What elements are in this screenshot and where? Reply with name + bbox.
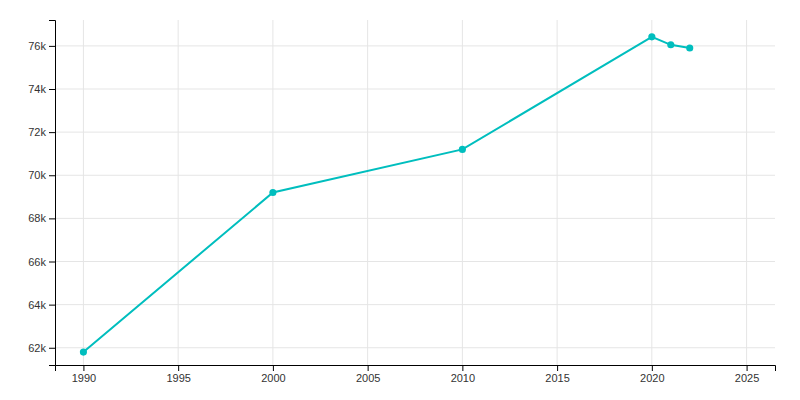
x-axis-tick-label: 2010: [451, 372, 475, 384]
grid-line-x: [178, 20, 179, 365]
grid-line-y: [55, 89, 775, 90]
x-axis-tick: 2010: [451, 365, 475, 384]
x-axis-tick-label: 2000: [261, 372, 285, 384]
x-axis-tick: 1990: [72, 365, 96, 384]
y-axis-tick-mark: [49, 348, 55, 349]
y-axis-tick-label: 68k: [28, 212, 46, 224]
y-axis-tick-label: 72k: [28, 126, 46, 138]
y-axis-tick-label: 74k: [28, 83, 46, 95]
y-axis-tick-label: 62k: [28, 342, 46, 354]
x-axis-tick-mark: [557, 365, 558, 371]
point: [648, 33, 655, 40]
x-axis-domain: [56, 366, 776, 372]
x-axis-tick: 2000: [261, 365, 285, 384]
x-axis-tick-label: 2025: [735, 372, 759, 384]
x-axis-tick-label: 1995: [166, 372, 190, 384]
y-axis-tick-mark: [49, 305, 55, 306]
y-axis: 62k 64k 66k 68k 70k 72k 74k 76k: [28, 21, 55, 366]
grid: [55, 20, 775, 365]
y-axis-tick-mark: [49, 89, 55, 90]
y-axis-tick-mark: [49, 132, 55, 133]
y-axis-tick-mark: [49, 218, 55, 219]
y-axis-tick: 68k: [28, 212, 55, 224]
x-axis-tick-mark: [83, 365, 84, 371]
line: [83, 37, 689, 352]
chart: 1990 1995 2000 2005 2010 2015 2020 2025 62k 64k 66…: [0, 0, 800, 400]
y-axis-tick: 66k: [28, 256, 55, 268]
x-axis-tick: 1995: [166, 365, 190, 384]
x-axis-tick: 2020: [640, 365, 664, 384]
x-axis-tick-mark: [273, 365, 274, 371]
grid-line-y: [55, 304, 775, 305]
grid-line-y: [55, 218, 775, 219]
grid-line-y: [55, 45, 775, 46]
x-axis-tick-label: 2015: [545, 372, 569, 384]
grid-line-y: [55, 261, 775, 262]
y-axis-domain: [49, 21, 56, 366]
point: [80, 348, 87, 355]
x-axis-tick: 2005: [356, 365, 380, 384]
point: [269, 189, 276, 196]
grid-line-x: [651, 20, 652, 365]
x-axis-tick-mark: [652, 365, 653, 371]
x-axis-tick-mark: [368, 365, 369, 371]
x-axis-tick-label: 2005: [356, 372, 380, 384]
x-axis-tick: 2015: [545, 365, 569, 384]
y-axis-tick: 76k: [28, 40, 55, 52]
x-axis-tick-label: 1990: [72, 372, 96, 384]
y-axis-tick-mark: [49, 175, 55, 176]
x-axis-tick-mark: [747, 365, 748, 371]
y-axis-tick: 64k: [28, 299, 55, 311]
x-axis-tick-mark: [462, 365, 463, 371]
y-axis-tick: 74k: [28, 83, 55, 95]
marks: [80, 33, 693, 355]
grid-line-x: [557, 20, 558, 365]
y-axis-tick: 72k: [28, 126, 55, 138]
grid-line-x: [462, 20, 463, 365]
y-axis-tick-mark: [49, 262, 55, 263]
y-axis-tick-mark: [49, 46, 55, 47]
x-axis: 1990 1995 2000 2005 2010 2015 2020 2025: [56, 365, 776, 384]
grid-line-x: [746, 20, 747, 365]
y-axis-tick-label: 66k: [28, 256, 46, 268]
point: [686, 44, 693, 51]
y-axis-tick: 70k: [28, 169, 55, 181]
grid-line-x: [83, 20, 84, 365]
grid-line-y: [55, 175, 775, 176]
grid-line-y: [55, 347, 775, 348]
point: [459, 146, 466, 153]
x-axis-tick-label: 2020: [640, 372, 664, 384]
grid-line-x: [367, 20, 368, 365]
point: [667, 41, 674, 48]
plot-area: 1990 1995 2000 2005 2010 2015 2020 2025 62k 64k 66…: [28, 20, 775, 384]
x-axis-tick: 2025: [735, 365, 759, 384]
y-axis-tick-label: 70k: [28, 169, 46, 181]
y-axis-tick-label: 64k: [28, 299, 46, 311]
x-axis-tick-mark: [178, 365, 179, 371]
y-axis-tick-label: 76k: [28, 40, 46, 52]
grid-line-y: [55, 132, 775, 133]
y-axis-tick: 62k: [28, 342, 55, 354]
